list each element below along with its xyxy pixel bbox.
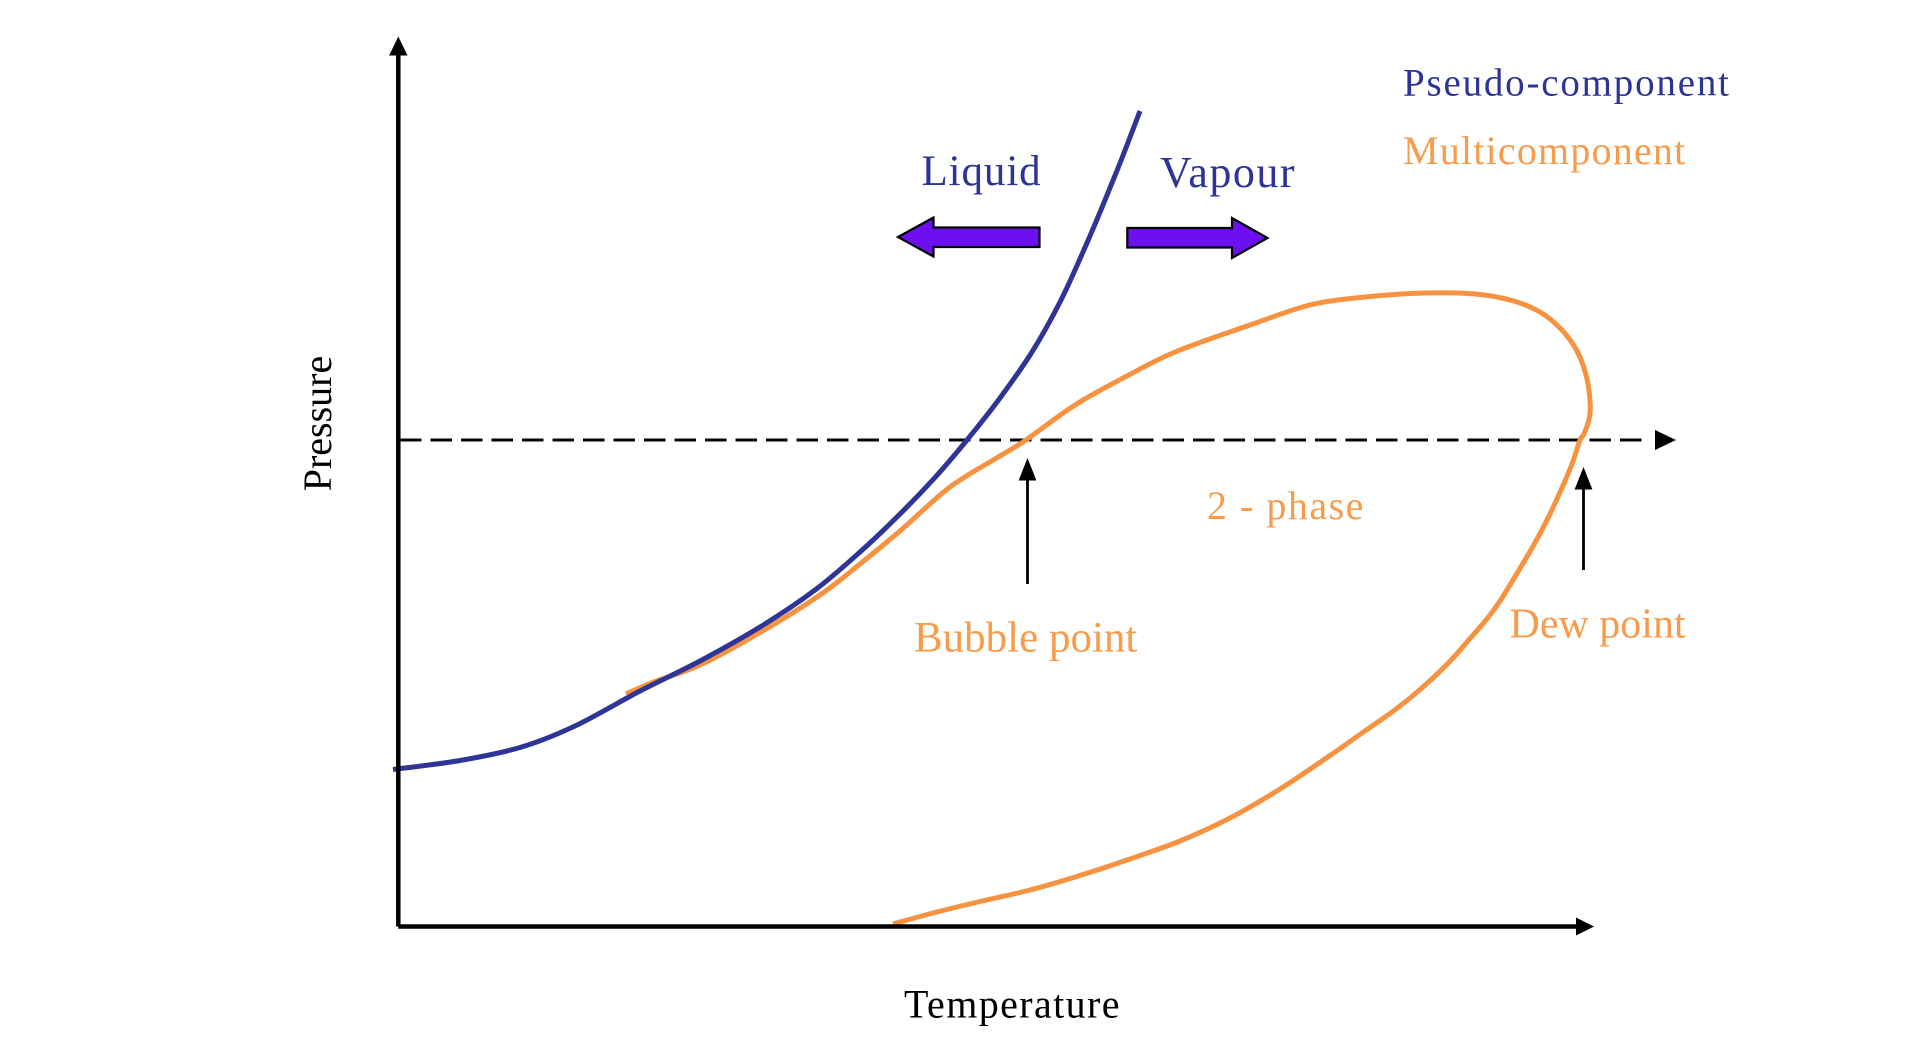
svg-text:Liquid: Liquid: [922, 148, 1042, 195]
svg-text:Dew point: Dew point: [1510, 602, 1686, 648]
svg-text:Pseudo-component: Pseudo-component: [1403, 62, 1731, 105]
svg-text:Multicomponent: Multicomponent: [1403, 128, 1686, 173]
svg-text:Bubble point: Bubble point: [914, 615, 1137, 662]
svg-text:Pressure: Pressure: [295, 356, 340, 492]
svg-text:2 - phase: 2 - phase: [1207, 483, 1365, 528]
svg-text:Vapour: Vapour: [1160, 148, 1296, 197]
svg-text:Temperature: Temperature: [904, 982, 1121, 1027]
